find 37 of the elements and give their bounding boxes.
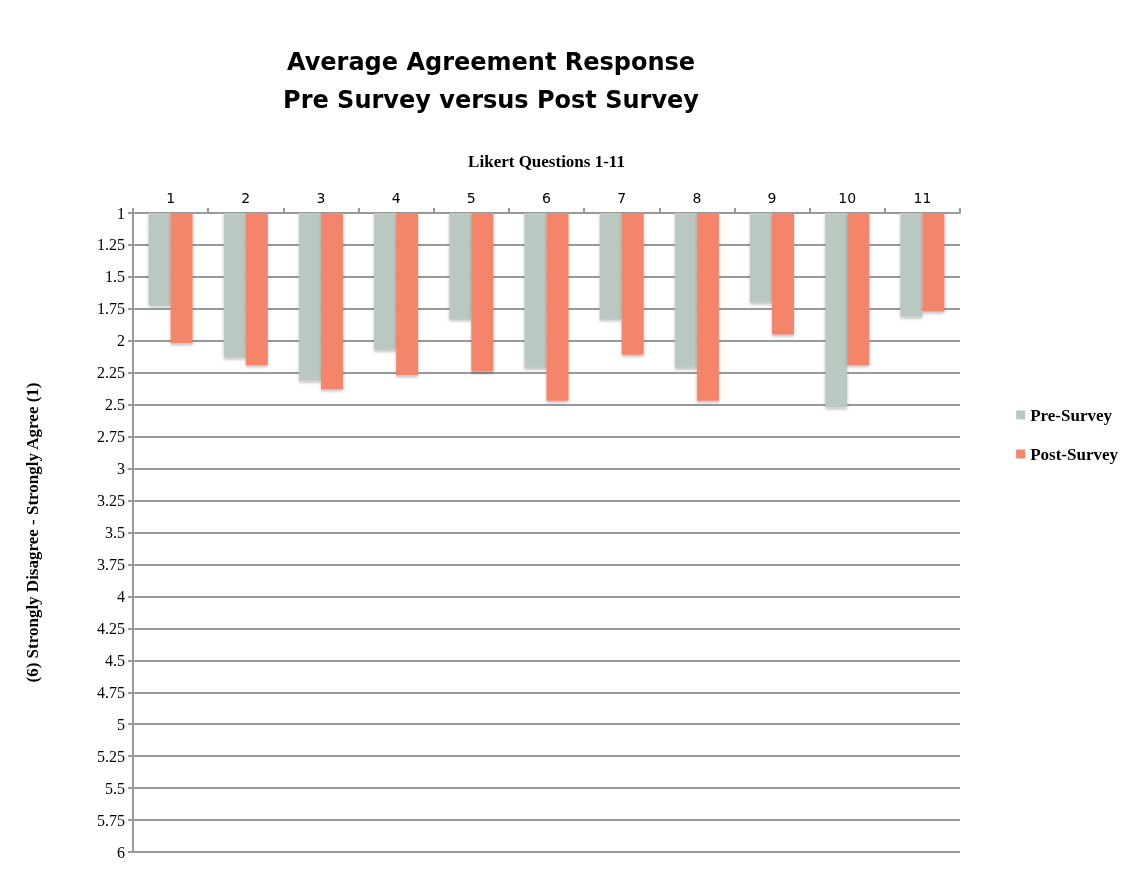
x-tick-label: 4	[391, 190, 401, 206]
y-tick-label: 1.5	[105, 268, 125, 286]
x-tick-label: 2	[241, 190, 251, 206]
y-tick-label: 3	[117, 460, 125, 478]
x-axis-title: Likert Questions 1-11	[468, 152, 625, 171]
y-tick-label: 2.25	[97, 364, 125, 382]
y-tick-label: 5.75	[97, 811, 125, 829]
y-tick-label: 5.25	[97, 747, 125, 765]
y-tick-label: 1	[117, 204, 125, 222]
x-tick-label: 7	[617, 190, 627, 206]
x-tick-label: 5	[466, 190, 476, 206]
x-tick-label: 6	[542, 190, 552, 206]
y-tick-label: 5.5	[105, 779, 125, 797]
y-tick-label: 3.5	[105, 524, 125, 541]
y-tick-label: 2.75	[97, 428, 125, 446]
y-tick-label: 4.5	[105, 651, 125, 669]
y-tick-label: 2.5	[105, 396, 125, 414]
y-tick-label: 4	[117, 587, 125, 605]
y-tick-label: 1.75	[97, 300, 125, 318]
y-axis-title: (6) Strongly Disagree - Strongly Agree (1)	[23, 382, 42, 683]
y-tick-label: 4.75	[97, 683, 125, 701]
y-tick-label: 6	[117, 843, 125, 861]
x-tick-label: 1	[166, 190, 176, 206]
y-tick-label: 4.25	[97, 619, 125, 637]
chart-title: Average Agreement Response Pre Survey versus Post Survey	[283, 48, 700, 114]
y-tick-label: 3.75	[97, 555, 125, 573]
y-tick-label: 2	[117, 332, 125, 350]
x-tick-label: 11	[913, 190, 932, 206]
legend-label: Pre-Survey	[1030, 405, 1113, 425]
legend-label: Post-Survey	[1030, 444, 1119, 464]
x-tick-label: 3	[316, 190, 326, 206]
x-tick-label: 10	[838, 190, 857, 206]
y-tick-label: 5	[117, 715, 125, 733]
x-tick-label: 8	[692, 190, 702, 206]
y-tick-label: 1.25	[97, 236, 125, 254]
y-tick-label: 3.25	[97, 492, 125, 510]
x-tick-label: 9	[767, 190, 777, 206]
